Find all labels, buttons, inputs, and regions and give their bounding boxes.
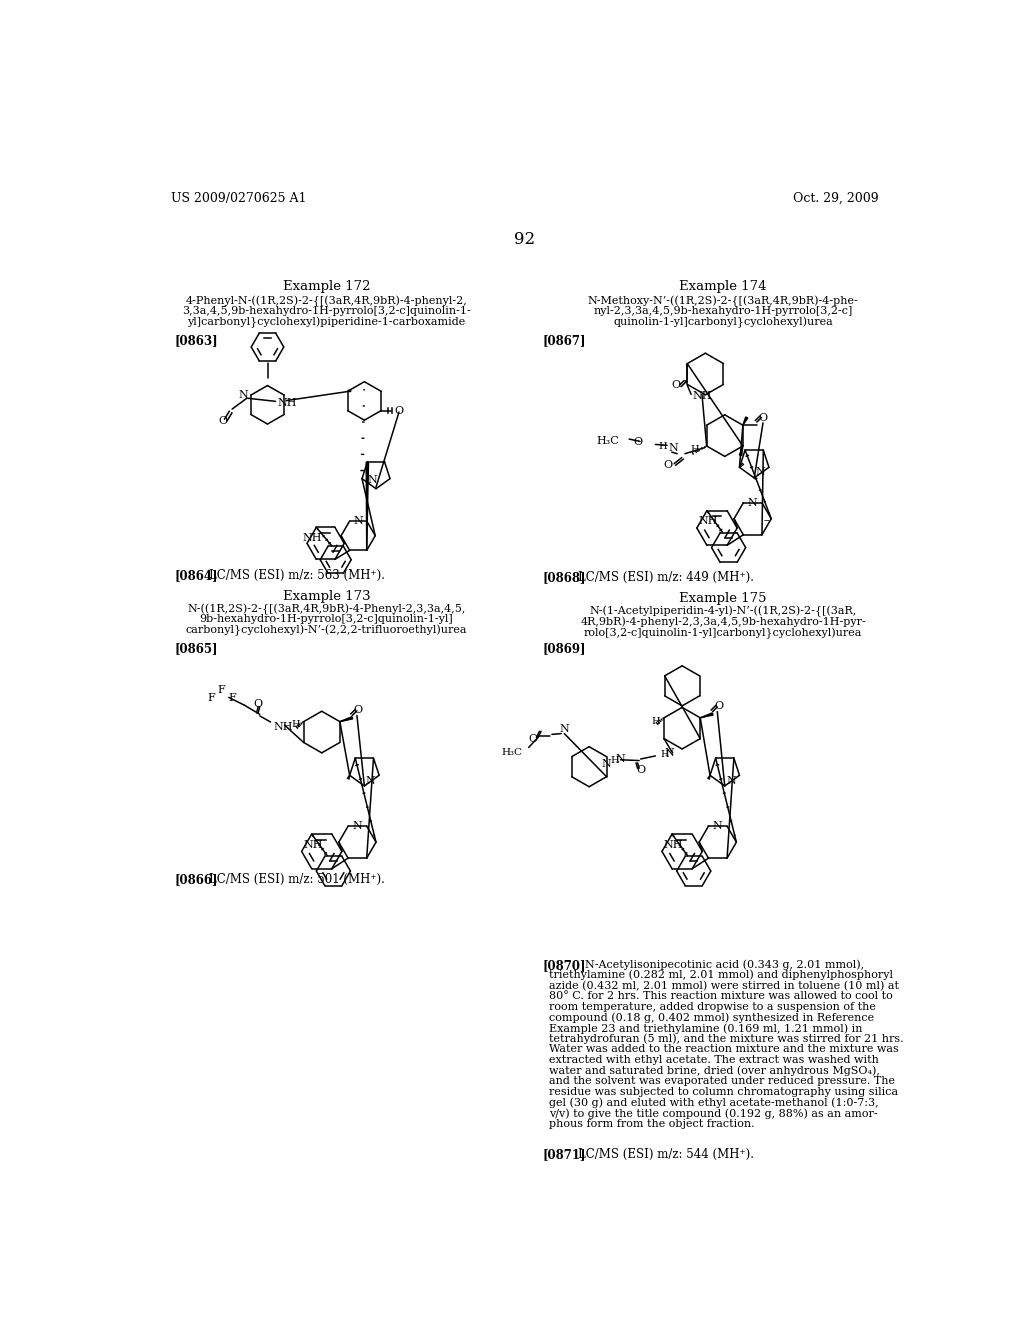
Text: v/v) to give the title compound (0.192 g, 88%) as an amor-: v/v) to give the title compound (0.192 g… [549,1107,878,1118]
Text: NH: NH [698,516,718,527]
Text: H: H [651,717,660,726]
Text: 4-Phenyl-N-((1R,2S)-2-{[(3aR,4R,9bR)-4-phenyl-2,: 4-Phenyl-N-((1R,2S)-2-{[(3aR,4R,9bR)-4-p… [185,296,467,306]
Text: room temperature, added dropwise to a suspension of the: room temperature, added dropwise to a su… [549,1002,876,1011]
Text: N-Acetylisonipecotinic acid (0.343 g, 2.01 mmol),: N-Acetylisonipecotinic acid (0.343 g, 2.… [578,960,863,970]
Text: quinolin-1-yl]carbonyl}cyclohexyl)urea: quinolin-1-yl]carbonyl}cyclohexyl)urea [613,317,834,329]
Text: 3,3a,4,5,9b-hexahydro-1H-pyrrolo[3,2-c]quinolin-1-: 3,3a,4,5,9b-hexahydro-1H-pyrrolo[3,2-c]q… [182,306,471,317]
Text: Example 174: Example 174 [680,280,767,293]
Text: NH: NH [303,533,323,543]
Text: 80° C. for 2 hrs. This reaction mixture was allowed to cool to: 80° C. for 2 hrs. This reaction mixture … [549,991,893,1001]
Text: nyl-2,3,3a,4,5,9b-hexahydro-1H-pyrrolo[3,2-c]: nyl-2,3,3a,4,5,9b-hexahydro-1H-pyrrolo[3… [594,306,853,317]
Text: NH: NH [278,397,297,408]
Text: carbonyl}cyclohexyl)-N’-(2,2,2-trifluoroethyl)urea: carbonyl}cyclohexyl)-N’-(2,2,2-trifluoro… [185,626,467,636]
Text: gel (30 g) and eluted with ethyl acetate-methanol (1:0-7:3,: gel (30 g) and eluted with ethyl acetate… [549,1097,879,1107]
Text: H: H [610,756,620,766]
Text: H: H [292,721,300,729]
Text: O: O [633,437,642,447]
Text: azide (0.432 ml, 2.01 mmol) were stirred in toluene (10 ml) at: azide (0.432 ml, 2.01 mmol) were stirred… [549,981,899,991]
Text: H: H [658,442,667,451]
Text: F: F [217,685,225,694]
Text: [0870]: [0870] [543,960,586,973]
Text: N: N [726,776,736,787]
Text: phous form from the object fraction.: phous form from the object fraction. [549,1118,755,1129]
Text: [0864]: [0864] [174,569,218,582]
Text: N: N [615,754,625,764]
Text: yl]carbonyl}cyclohexyl)piperidine-1-carboxamide: yl]carbonyl}cyclohexyl)piperidine-1-carb… [187,317,466,329]
Text: N: N [665,748,675,758]
Text: NH: NH [664,840,683,850]
Text: N: N [352,821,362,832]
Text: LC/MS (ESI) m/z: 544 (MH⁺).: LC/MS (ESI) m/z: 544 (MH⁺). [578,1148,754,1160]
Text: 4R,9bR)-4-phenyl-2,3,3a,4,5,9b-hexahydro-1H-pyr-: 4R,9bR)-4-phenyl-2,3,3a,4,5,9b-hexahydro… [581,616,866,627]
Text: NH: NH [273,722,293,731]
Text: N: N [748,498,758,508]
Text: H₃C: H₃C [596,436,620,446]
Text: [0865]: [0865] [174,642,218,655]
Text: LC/MS (ESI) m/z: 449 (MH⁺).: LC/MS (ESI) m/z: 449 (MH⁺). [578,572,754,585]
Text: O: O [254,698,263,709]
Text: Example 172: Example 172 [283,280,370,293]
Polygon shape [367,462,369,550]
Text: [0869]: [0869] [543,642,586,655]
Text: LC/MS (ESI) m/z: 563 (MH⁺).: LC/MS (ESI) m/z: 563 (MH⁺). [209,569,385,582]
Polygon shape [340,717,352,722]
Text: NH: NH [303,840,323,850]
Text: 9b-hexahydro-1H-pyrrolo[3,2-c]quinolin-1-yl]: 9b-hexahydro-1H-pyrrolo[3,2-c]quinolin-1… [200,614,454,624]
Text: N: N [669,444,679,453]
Text: N-(1-Acetylpiperidin-4-yl)-N’-((1R,2S)-2-{[(3aR,: N-(1-Acetylpiperidin-4-yl)-N’-((1R,2S)-2… [590,606,857,618]
Text: extracted with ethyl acetate. The extract was washed with: extracted with ethyl acetate. The extrac… [549,1055,879,1065]
Text: 92: 92 [514,231,536,248]
Text: O: O [528,734,538,744]
Text: O: O [354,705,362,715]
Text: Water was added to the reaction mixture and the mixture was: Water was added to the reaction mixture … [549,1044,899,1055]
Text: tetrahydrofuran (5 ml), and the mixture was stirred for 21 hrs.: tetrahydrofuran (5 ml), and the mixture … [549,1034,903,1044]
Text: O: O [672,380,681,391]
Text: O: O [636,764,645,775]
Polygon shape [739,446,742,455]
Text: [0867]: [0867] [543,334,586,347]
Text: O: O [218,416,227,426]
Text: triethylamine (0.282 ml, 2.01 mmol) and diphenylphosphoryl: triethylamine (0.282 ml, 2.01 mmol) and … [549,970,893,981]
Text: F: F [208,693,216,704]
Text: H: H [660,750,669,759]
Text: N: N [713,821,722,832]
Text: –: – [764,515,769,525]
Text: N: N [559,723,569,734]
Text: N: N [353,516,362,527]
Text: [0871]: [0871] [543,1148,586,1160]
Text: O: O [759,413,768,422]
Text: N: N [756,467,766,477]
Text: Example 175: Example 175 [680,591,767,605]
Text: O: O [394,405,403,416]
Text: N: N [368,475,377,484]
Text: [0868]: [0868] [543,572,586,585]
Text: N-((1R,2S)-2-{[(3aR,4R,9bR)-4-Phenyl-2,3,3a,4,5,: N-((1R,2S)-2-{[(3aR,4R,9bR)-4-Phenyl-2,3… [187,603,466,615]
Polygon shape [742,417,748,425]
Text: O: O [664,461,673,470]
Text: residue was subjected to column chromatography using silica: residue was subjected to column chromato… [549,1086,898,1097]
Text: NH: NH [692,391,712,401]
Text: and the solvent was evaporated under reduced pressure. The: and the solvent was evaporated under red… [549,1076,895,1086]
Text: O: O [714,701,723,711]
Text: Example 173: Example 173 [283,590,371,603]
Text: F: F [228,693,237,704]
Text: compound (0.18 g, 0.402 mmol) synthesized in Reference: compound (0.18 g, 0.402 mmol) synthesize… [549,1012,873,1023]
Text: rolo[3,2-c]quinolin-1-yl]carbonyl}cyclohexyl)urea: rolo[3,2-c]quinolin-1-yl]carbonyl}cycloh… [584,627,862,639]
Text: [0863]: [0863] [174,334,218,347]
Text: H₃C: H₃C [502,748,522,758]
Text: water and saturated brine, dried (over anhydrous MgSO₄),: water and saturated brine, dried (over a… [549,1065,880,1076]
Text: US 2009/0270625 A1: US 2009/0270625 A1 [171,191,306,205]
Text: N-Methoxy-N’-((1R,2S)-2-{[(3aR,4R,9bR)-4-phe-: N-Methoxy-N’-((1R,2S)-2-{[(3aR,4R,9bR)-4… [588,296,858,306]
Text: N: N [366,776,376,787]
Text: N: N [239,391,249,400]
Text: LC/MS (ESI) m/z: 501 (MH⁺).: LC/MS (ESI) m/z: 501 (MH⁺). [209,873,385,886]
Text: Example 23 and triethylamine (0.169 ml, 1.21 mmol) in: Example 23 and triethylamine (0.169 ml, … [549,1023,862,1034]
Text: N: N [602,759,611,770]
Text: H: H [690,445,698,454]
Text: Oct. 29, 2009: Oct. 29, 2009 [794,191,879,205]
Polygon shape [700,713,713,718]
Text: [0866]: [0866] [174,873,218,886]
